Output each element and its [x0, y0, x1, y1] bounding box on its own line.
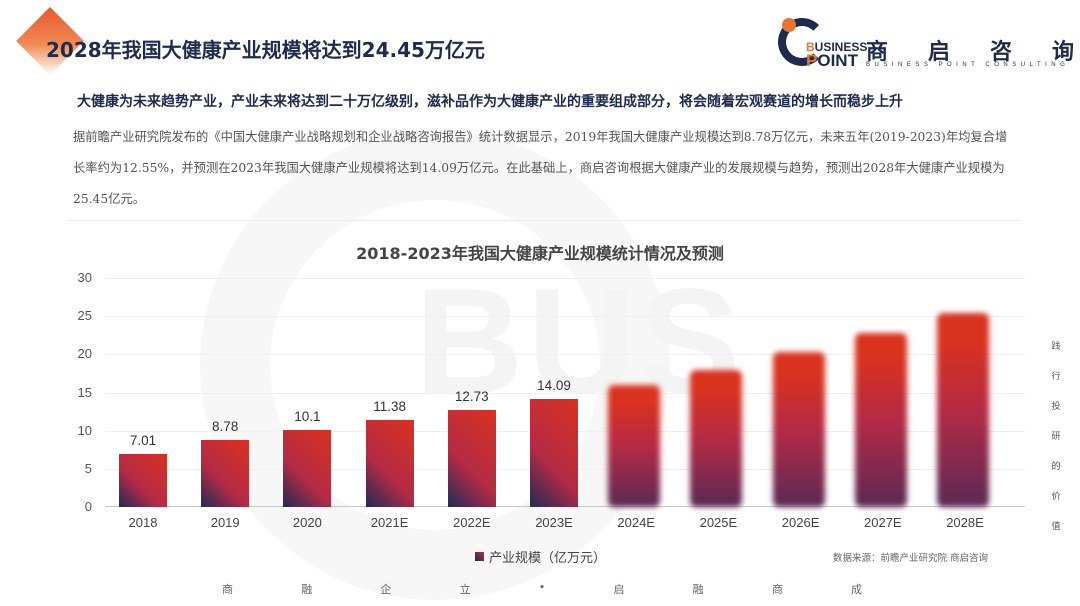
data-source: 数据来源：前瞻产业研究院 商启咨询 [833, 553, 989, 564]
x-tick-label: 2024E [617, 515, 655, 530]
x-tick-label: 2027E [864, 515, 902, 530]
x-tick-label: 2019 [210, 515, 240, 530]
chart-legend: 产业规模（亿万元） [475, 547, 606, 566]
footer-char: 融 [301, 583, 313, 596]
bar-fill [201, 439, 250, 507]
bar-fill [283, 429, 332, 507]
gridline [105, 354, 1025, 356]
bar-fill [772, 352, 825, 507]
logo-english: BUSINESS POINT [806, 40, 868, 70]
gridline [105, 392, 1025, 394]
footer-char: 启 [613, 583, 625, 596]
bar-2023E: 14.09 [516, 278, 598, 507]
logo-subtitle: BUSINESS POINT CONSULTING [866, 62, 1070, 68]
legend-swatch-icon [475, 552, 484, 561]
logo-chinese: 商启咨询 [866, 40, 1074, 65]
lead-summary: 大健康为未来趋势产业，产业未来将达到二十万亿级别，滋补品作为大健康产业的重要组成… [77, 94, 903, 110]
x-tick-label: 2026E [781, 515, 820, 530]
side-char: 的 [1051, 462, 1061, 472]
y-tick-label: 30 [77, 270, 92, 285]
bar-fill [530, 399, 578, 507]
footer-char: 立 [459, 583, 471, 596]
legend-label: 产业规模（亿万元） [489, 551, 607, 566]
y-tick-label: 20 [77, 346, 92, 362]
side-slogan: 践行投研的价值 [1049, 339, 1063, 532]
bar-value-label: 14.09 [537, 378, 571, 394]
x-tick-label: 2021E [370, 515, 409, 530]
bar-2027E [845, 278, 927, 507]
footer-slogan: 商 融 企 立 • 启 融 商 成 [222, 581, 862, 597]
bar-2024E [598, 278, 680, 507]
bar-value-label: 12.73 [454, 388, 489, 404]
chart-title: 2018-2023年我国大健康产业规模统计情况及预测 [356, 244, 724, 263]
company-logo: BUSINESS POINT 商启咨询 BUSINESS POINT CONSU… [778, 14, 1074, 74]
bar-value-label: 11.38 [373, 399, 406, 415]
bar-2026E [763, 278, 845, 507]
y-tick-label: 0 [84, 499, 92, 514]
side-char: 值 [1051, 522, 1061, 532]
logo-ring-icon [778, 18, 826, 66]
y-tick-label: 25 [77, 308, 92, 324]
bar-fill [690, 369, 743, 507]
side-char: 研 [1051, 432, 1061, 442]
body-paragraph: 据前瞻产业研究院发布的《中国大健康产业战略规划和企业战略咨询报告》统计数据显示，… [73, 130, 1008, 206]
bar-2018: 7.01 [105, 278, 187, 507]
bar-value-label: 7.01 [129, 432, 157, 448]
footer-char: 企 [380, 583, 392, 596]
y-tick-label: 5 [84, 460, 92, 476]
bar-2028E [927, 278, 1009, 507]
bar-value-label: 8.78 [212, 418, 239, 434]
x-tick-label: 2028E [946, 515, 984, 530]
bar-fill [937, 312, 989, 507]
bar-fill [119, 453, 167, 507]
gridline [105, 278, 1025, 279]
bar-2021E: 11.38 [352, 278, 434, 507]
bar-2025E [680, 278, 762, 507]
x-tick-label: 2018 [128, 515, 158, 530]
logo-dot-icon [782, 18, 796, 32]
side-char: 行 [1051, 372, 1061, 382]
footer-char: • [538, 581, 546, 594]
bar-fill [447, 409, 496, 507]
page-title: 2028年我国大健康产业规模将达到24.45万亿元 [46, 38, 485, 62]
bar-fill [608, 384, 661, 507]
bar-fill [365, 420, 414, 507]
side-char: 践 [1051, 342, 1061, 352]
y-tick-label: 15 [77, 384, 92, 400]
x-tick-label: 2020 [292, 515, 322, 530]
section-divider [68, 220, 1020, 221]
bar-2020: 10.1 [269, 278, 351, 507]
bar-fill [854, 332, 907, 507]
footer-char: 商 [222, 583, 233, 596]
footer-char: 成 [851, 583, 862, 596]
bar-value-label: 10.1 [294, 408, 321, 424]
x-tick-label: 2023E [535, 515, 573, 530]
bar-2019: 8.78 [187, 278, 269, 507]
footer-char: 融 [692, 583, 704, 596]
side-char: 价 [1051, 492, 1061, 502]
x-tick-label: 2025E [699, 515, 738, 530]
gridline [105, 316, 1025, 318]
bar-chart-plot: 7.01 8.78 10.1 11.38 12.73 14.09 [105, 278, 1025, 507]
x-tick-label: 2022E [453, 515, 491, 530]
side-char: 投 [1051, 402, 1061, 412]
footer-char: 商 [771, 583, 783, 596]
y-tick-label: 10 [77, 422, 92, 438]
bar-2022E: 12.73 [434, 278, 516, 507]
